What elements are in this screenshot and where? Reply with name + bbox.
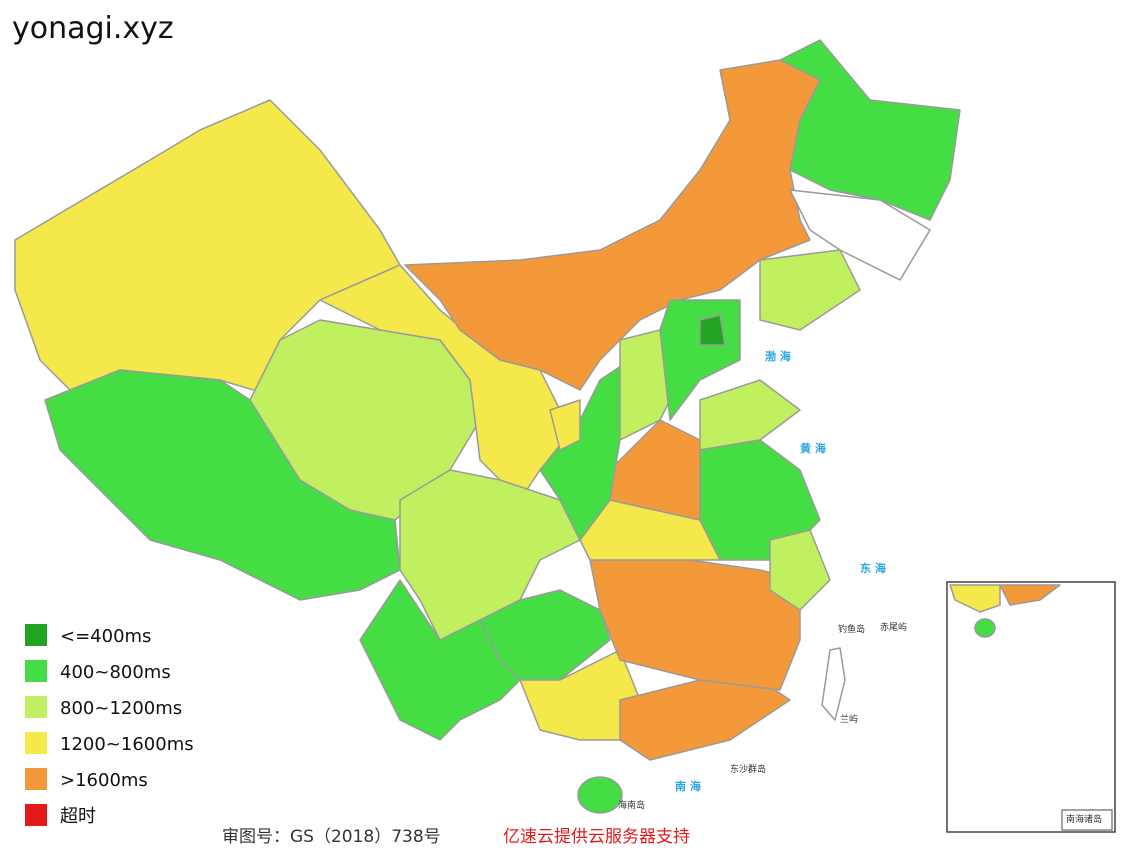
map-label: 南 海 <box>675 779 701 793</box>
legend-label: 400~800ms <box>60 662 171 683</box>
legend-swatch <box>25 732 47 754</box>
map-label: 渤 海 <box>765 349 791 363</box>
region <box>759 249 861 331</box>
legend-label: 800~1200ms <box>60 698 182 719</box>
map-label: 钓鱼岛 <box>838 623 865 635</box>
map-label: 东 海 <box>860 561 886 575</box>
legend-label: <=400ms <box>60 626 151 647</box>
region <box>769 529 831 611</box>
region <box>14 99 401 396</box>
map-label: 黄 海 <box>800 441 826 455</box>
china-map <box>14 39 961 814</box>
region <box>404 59 821 391</box>
region <box>779 39 961 221</box>
approval-number: 审图号：GS（2018）738号 <box>222 827 441 847</box>
legend-label: 1200~1600ms <box>60 734 194 755</box>
legend-swatch <box>25 624 47 646</box>
legend-swatch <box>25 804 47 826</box>
legend-label: >1600ms <box>60 770 148 791</box>
region <box>479 589 611 681</box>
legend: <=400ms 400~800ms 800~1200ms 1200~1600ms >16… <box>25 624 194 827</box>
map-label: 南海诸岛 <box>1066 813 1102 825</box>
region <box>789 189 931 281</box>
region <box>589 559 801 691</box>
inset <box>946 581 1116 833</box>
region <box>399 469 581 641</box>
legend-swatch <box>25 696 47 718</box>
region <box>699 314 726 346</box>
map-label: 海南岛 <box>618 799 645 811</box>
map-label: 赤尾屿 <box>880 622 907 633</box>
region <box>549 399 581 451</box>
region <box>577 776 623 814</box>
legend-swatch <box>25 768 47 790</box>
region <box>821 647 846 721</box>
region <box>619 679 791 761</box>
sponsor-link[interactable]: 亿速云提供云服务器支持 <box>503 827 690 847</box>
map-label: 东沙群岛 <box>730 763 766 775</box>
legend-swatch <box>25 660 47 682</box>
region <box>619 329 671 441</box>
region <box>699 379 801 451</box>
legend-label: 超时 <box>60 806 96 827</box>
page-title: yonagi.xyz <box>12 11 174 46</box>
map-label: 兰屿 <box>840 713 858 725</box>
